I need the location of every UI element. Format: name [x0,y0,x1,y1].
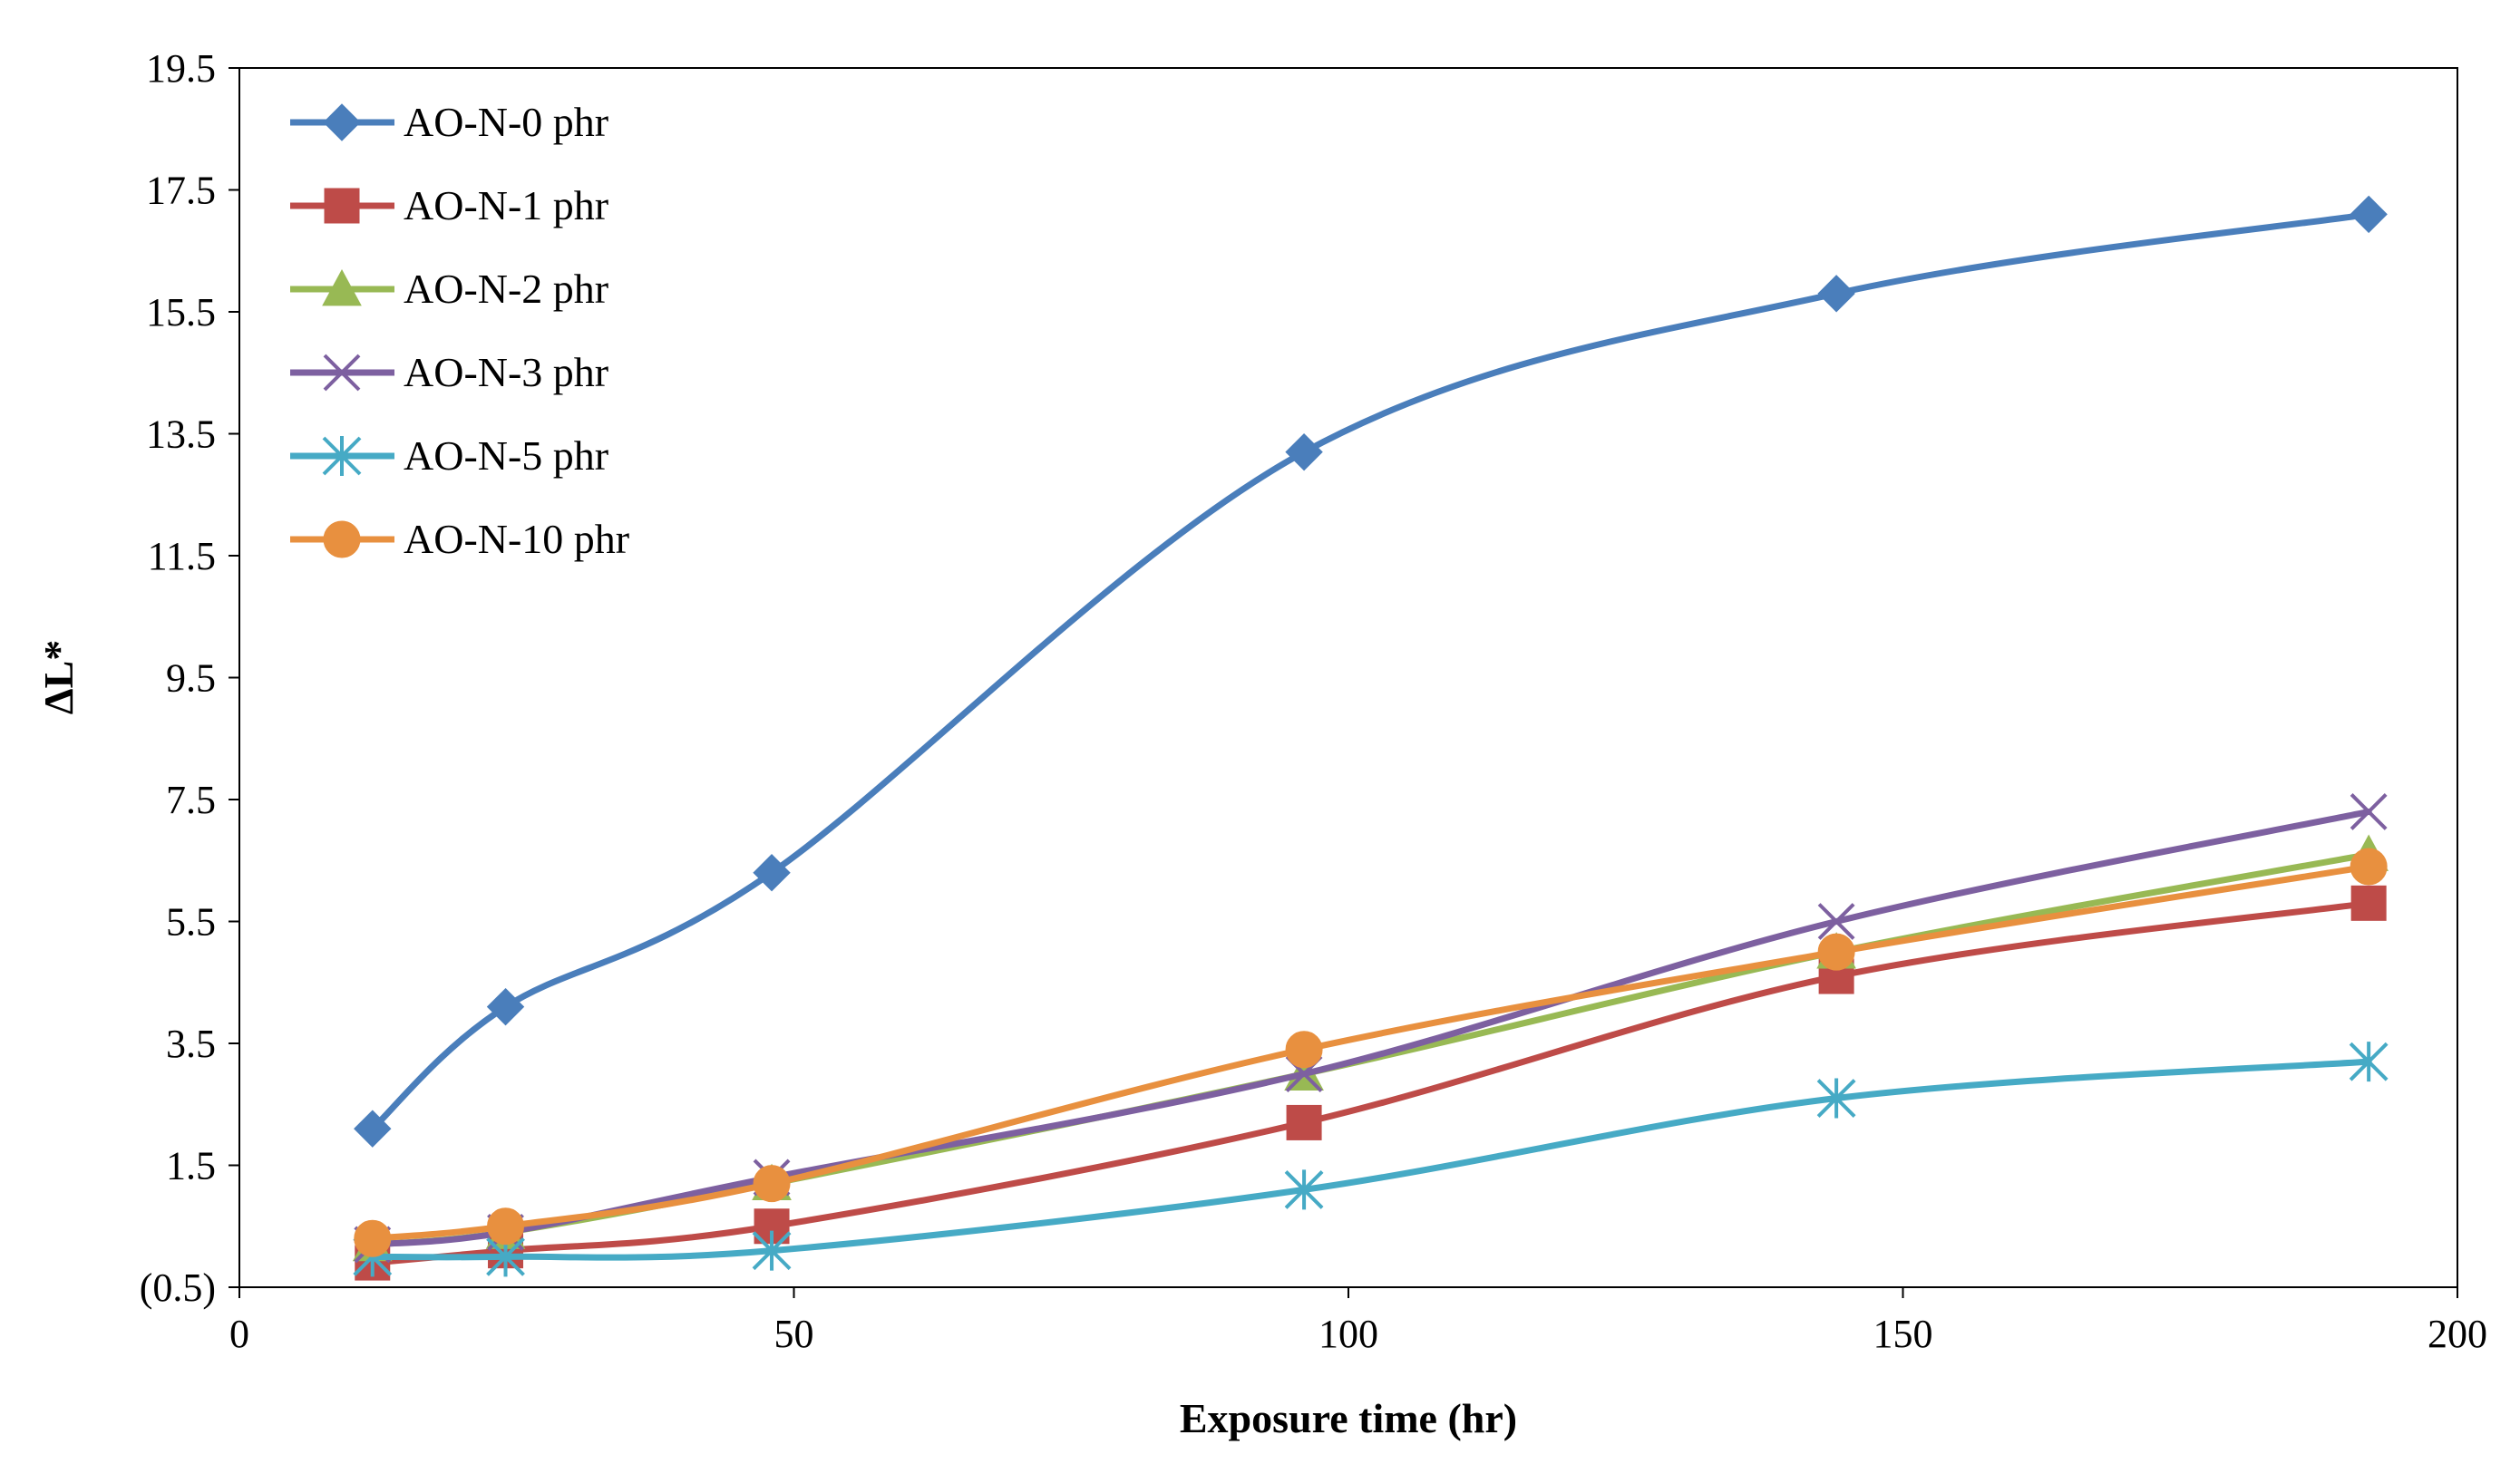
data-point [753,1165,791,1203]
data-point [753,853,791,892]
data-point [1285,1031,1323,1069]
series-ao-n-0-phr [354,195,2388,1148]
legend-item: AO-N-0 phr [290,99,608,145]
y-tick-label: 3.5 [166,1022,216,1066]
y-tick-label: 9.5 [166,656,216,701]
legend-label: AO-N-2 phr [404,266,608,312]
legend-label: AO-N-1 phr [404,182,608,228]
legend-marker [323,520,361,558]
series-ao-n-1-phr [355,885,2387,1281]
data-point [2350,848,2388,886]
series-line [369,899,2372,1266]
legend-item: AO-N-1 phr [290,182,608,228]
legend-label: AO-N-5 phr [404,432,608,479]
legend-label: AO-N-10 phr [404,516,629,562]
series-ao-n-10-phr [354,848,2388,1257]
y-tick-label: 15.5 [146,290,216,334]
legend-marker [322,436,362,476]
data-point [486,987,525,1026]
data-point [1285,432,1323,471]
x-tick-label: 150 [1873,1312,1933,1356]
legend-label: AO-N-3 phr [404,349,608,395]
plot-frame [238,67,2458,1288]
series-ao-n-5-phr [353,1042,2389,1277]
y-tick-label: 7.5 [166,778,216,822]
y-axis-title: ΔL* [35,640,82,715]
legend-marker [324,188,360,224]
data-point [2350,885,2387,921]
data-point [752,1230,792,1271]
series-line [369,210,2372,1132]
series-layer [352,195,2389,1281]
y-tick-label: 17.5 [146,169,216,213]
series-line [369,808,2372,1248]
legend: AO-N-0 phr AO-N-1 phr AO-N-2 phr AO-N-3 phr… [290,99,629,562]
data-point [354,1219,392,1257]
series-line [369,863,2372,1242]
y-tick-label: 19.5 [146,46,216,91]
legend-marker [323,354,361,392]
x-tick-label: 50 [774,1312,814,1356]
legend-item: AO-N-2 phr [290,266,608,312]
data-point [2350,793,2388,830]
legend-item: AO-N-5 phr [290,432,608,479]
data-point [354,1110,392,1148]
y-tick-label: 13.5 [146,412,216,457]
data-point [1286,1104,1322,1140]
data-point [1817,275,1855,313]
y-tick-label: 5.5 [166,900,216,945]
data-point [1284,1169,1324,1210]
y-tick-label: 1.5 [166,1144,216,1188]
y-tick-label: 11.5 [148,534,216,578]
x-tick-label: 100 [1318,1312,1378,1356]
axis-ticks: (0.5) 1.5 3.5 5.5 7.5 9.5 11.5 13.5 15.5 17.5 19.5… [140,46,2487,1356]
data-point [1816,1078,1856,1119]
legend-marker [322,268,362,306]
x-axis-title: Exposure time (hr) [1180,1395,1517,1441]
data-point [2350,195,2388,234]
data-point [2349,1042,2389,1082]
series-line [369,1058,2372,1261]
data-point [1817,903,1855,940]
legend-marker [323,103,361,141]
data-point [487,1207,525,1246]
x-tick-label: 0 [229,1312,249,1356]
y-tick-label: (0.5) [140,1265,216,1310]
data-point [1817,933,1855,971]
legend-item: AO-N-10 phr [290,516,629,562]
legend-label: AO-N-0 phr [404,99,608,145]
x-tick-label: 200 [2428,1312,2487,1356]
legend-item: AO-N-3 phr [290,349,608,395]
